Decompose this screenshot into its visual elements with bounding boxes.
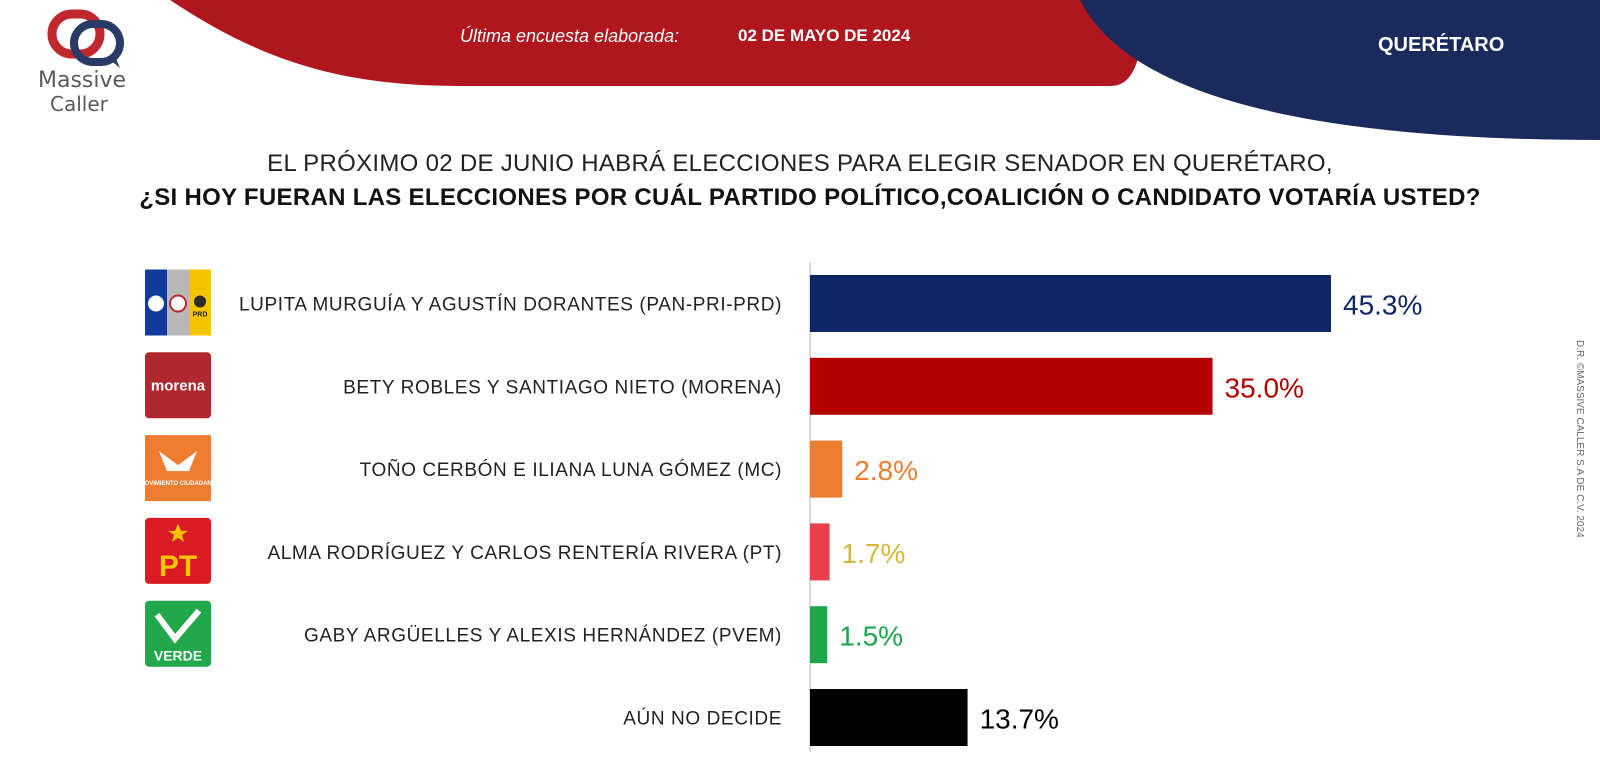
morena-logo: morena: [145, 352, 211, 419]
value-label-3: 1.7%: [842, 538, 906, 569]
question-title: ¿SI HOY FUERAN LAS ELECCIONES POR CUÁL P…: [139, 184, 1481, 211]
category-label-2: TOÑO CERBÓN E ILIANA LUNA GÓMEZ (MC): [360, 459, 782, 481]
value-label-1: 35.0%: [1225, 372, 1304, 403]
survey-date-label: Última encuesta elaborada:: [460, 26, 680, 46]
massive-caller-logo: Massive Caller: [28, 8, 148, 120]
value-label-2: 2.8%: [854, 455, 918, 486]
copyright-text: D.R. ©MASSIVE CALLER S.A DE C.V. 2024: [1574, 340, 1585, 538]
speech-bubbles-icon: [47, 9, 124, 68]
svg-text:morena: morena: [151, 377, 206, 394]
copyright-note: D.R. ©MASSIVE CALLER S.A DE C.V. 2024: [1573, 340, 1587, 610]
logo-name-line1: Massive: [38, 68, 127, 93]
pvem-logo: VERDE: [145, 600, 211, 667]
value-label-4: 1.5%: [839, 621, 903, 652]
question-intro: EL PRÓXIMO 02 DE JUNIO HABRÁ ELECCIONES …: [267, 150, 1333, 177]
region-label: QUERÉTARO: [1378, 34, 1505, 56]
category-label-3: ALMA RODRÍGUEZ Y CARLOS RENTERÍA RIVERA …: [267, 543, 782, 564]
bar-0: [810, 275, 1331, 332]
mc-logo: MOVIMIENTO CIUDADANO: [140, 435, 217, 502]
category-label-1: BETY ROBLES Y SANTIAGO NIETO (MORENA): [343, 377, 782, 398]
survey-date: 02 DE MAYO DE 2024: [738, 26, 911, 45]
category-label-5: AÚN NO DECIDE: [623, 708, 782, 730]
bar-2: [810, 440, 843, 498]
bar-3: [810, 523, 830, 581]
bar-1: [810, 357, 1213, 415]
logo-name-line2: Caller: [50, 92, 108, 116]
bar-4: [810, 606, 828, 664]
category-label-0: LUPITA MURGUÍA Y AGUSTÍN DORANTES (PAN-P…: [239, 295, 782, 316]
header-banner: [170, 0, 1600, 140]
svg-text:PRD: PRD: [193, 312, 208, 319]
svg-text:MOVIMIENTO CIUDADANO: MOVIMIENTO CIUDADANO: [140, 481, 217, 487]
svg-text:VERDE: VERDE: [154, 648, 202, 664]
value-label-0: 45.3%: [1343, 290, 1422, 321]
category-label-4: GABY ARGÜELLES Y ALEXIS HERNÁNDEZ (PVEM): [304, 626, 782, 647]
bar-5: [810, 689, 968, 746]
svg-text:PT: PT: [159, 550, 197, 583]
pt-logo: PT: [145, 517, 211, 584]
pan-pri-prd-logo: PRD: [145, 269, 211, 336]
value-label-5: 13.7%: [980, 704, 1059, 735]
banner-navy-shape: [1080, 0, 1600, 140]
banner-red-shape: [170, 0, 1150, 86]
